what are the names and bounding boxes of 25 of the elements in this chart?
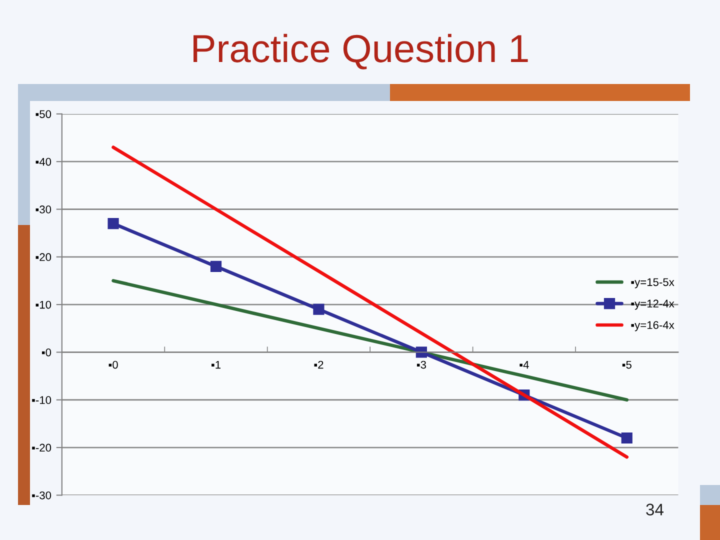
y-tick-label: ▪10: [36, 300, 52, 309]
legend-label: ▪y=16-4x: [631, 321, 674, 332]
y-tick-label: ▪-10: [32, 396, 52, 404]
point: [210, 260, 222, 272]
legend-label: ▪y=12-4x: [631, 300, 674, 310]
y-tick-label: ▪0: [42, 348, 52, 356]
point: [416, 346, 427, 358]
point: [621, 432, 632, 444]
y-tick-label: ▪-20: [32, 444, 52, 452]
x-tick-label: ▪2: [314, 360, 324, 369]
x-tick-label: ▪3: [416, 360, 426, 369]
x-tick-label: ▪1: [212, 360, 221, 369]
x-tick-label: ▪0: [108, 360, 118, 369]
y-tick-label: ▪30: [36, 206, 52, 214]
point: [108, 218, 119, 230]
text: 34: [646, 504, 664, 516]
chart-title: Practice Question 1: [194, 34, 528, 70]
legend-label: ▪y=15-5x: [631, 278, 674, 288]
y-tick-label: ▪-30: [32, 491, 52, 500]
x-tick-label: ▪4: [520, 360, 529, 369]
x-tick-label: ▪5: [622, 360, 632, 369]
y-tick-label: ▪50: [36, 110, 52, 118]
y-tick-label: ▪20: [36, 253, 52, 262]
y-tick-label: ▪40: [36, 158, 52, 166]
point: [313, 304, 324, 315]
